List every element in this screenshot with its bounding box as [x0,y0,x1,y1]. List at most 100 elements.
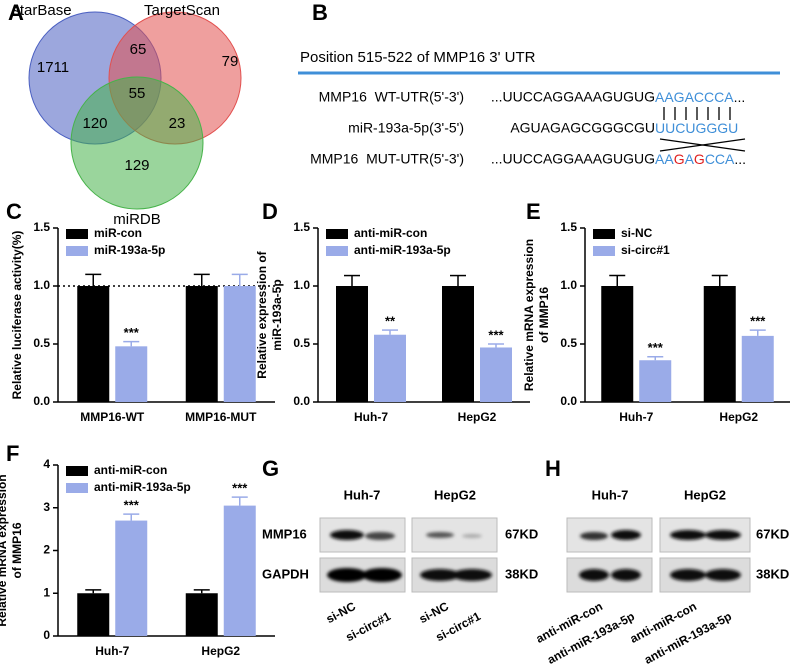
bar [601,286,634,402]
error-bar [382,329,398,335]
venn-count: 129 [124,157,149,174]
venn-set-label: starBase [12,2,71,19]
pairing-lines [659,107,746,152]
row-label: GAPDH [262,566,309,581]
cell-line-label: HepG2 [684,487,726,502]
legend-swatch [66,483,88,493]
panel-letter: D [262,199,278,224]
sequence-segment: ...UUCCAGGAAAGUGUG [491,151,655,167]
error-bar [193,273,210,286]
legend-label: anti-miR-con [94,463,167,477]
y-axis-label: Relative mRNA expression [522,239,536,391]
y-tick-label: 0.0 [560,394,577,408]
y-tick-label: 1.5 [560,220,577,234]
error-bar [488,343,504,348]
cell-line-label: Huh-7 [344,487,381,502]
blot-box [411,517,498,553]
blot-g: G [262,456,498,593]
size-label: 67KD [756,526,789,541]
y-tick-label: 1.0 [293,278,310,292]
y-tick-label: 0.5 [560,336,577,350]
sequence: AAGAGCCA... [655,151,746,167]
legend-label: si-NC [621,226,653,240]
legend-label: miR-193a-5p [94,243,165,257]
size-label: 38KD [505,566,538,581]
error-bar [123,513,140,521]
y-axis-label: Relative expression of [255,250,269,378]
size-label: 38KD [756,566,789,581]
bar [374,334,406,402]
sequence-segment: G [694,151,705,167]
bands [579,530,741,581]
legend-swatch [66,229,88,239]
bar [223,505,256,636]
panel-letter: B [312,0,328,25]
sequence-segment: AAGACCCA [655,89,734,105]
venn-circle [70,76,204,210]
lane-label: si-NC [324,599,359,626]
error-bar [85,589,102,594]
row-label: MMP16 MUT-UTR(5'-3') [310,151,464,167]
panel-letter: H [545,456,561,481]
x-tick-label: HepG2 [719,410,758,424]
blot-h: H [545,456,751,593]
significance: *** [750,314,766,329]
x-tick-label: MMP16-MUT [185,410,257,424]
legend-swatch [593,229,615,239]
y-tick-label: 2 [43,543,50,557]
bar [480,347,512,402]
y-axis-label: of MMP16 [10,522,24,578]
cell-line-label: Huh-7 [592,487,629,502]
venn-count: 120 [82,115,107,132]
y-tick-label: 1.5 [33,220,50,234]
y-tick-label: 1.5 [293,220,310,234]
venn-set-label: TargetScan [144,2,220,19]
sequence-segment: UUCUGGGU [655,120,738,136]
y-tick-label: 0.5 [293,336,310,350]
bar [115,520,148,636]
bar [185,286,218,402]
x-tick-label: Huh-7 [95,644,129,658]
bar [639,360,672,402]
sequence: AAGACCCA... [655,89,745,105]
error-bar [231,273,248,286]
legend-swatch [66,466,88,476]
bar [336,286,368,402]
legend-label: anti-miR-193a-5p [354,243,451,257]
sequence: UUCUGGGU [655,120,738,136]
bar [741,335,774,402]
sequence-segment: ...UUCCAGGAAAGUGUG [491,89,655,105]
panel-letter: A [8,0,24,25]
significance: *** [124,498,140,513]
significance: *** [488,327,504,342]
cell-line-label: HepG2 [434,487,476,502]
error-bar [711,274,728,286]
x-tick-label: Huh-7 [619,410,653,424]
x-tick-label: MMP16-WT [80,410,145,424]
bar [77,593,110,636]
row-label: miR-193a-5p(3'-5') [348,120,464,136]
venn-count: 79 [222,53,239,70]
panel-letter: G [262,456,279,481]
sequence-segment: ... [734,89,746,105]
venn-count: 65 [130,41,147,58]
error-bar [749,329,766,336]
bar [703,286,736,402]
bands [327,530,492,582]
error-bar [193,589,210,594]
bar [185,593,218,636]
bar [223,286,256,402]
error-bar [123,340,140,347]
sequence-segment: AA [655,151,674,167]
y-tick-label: 3 [43,500,50,514]
panel-letter: C [6,199,22,224]
venn-count: 55 [129,85,146,102]
panel-letter: F [6,441,19,466]
legend-label: miR-con [94,226,142,240]
error-bar [609,274,626,286]
size-label: 67KD [505,526,538,541]
legend-swatch [66,246,88,256]
significance: ** [385,314,396,329]
lane-label: si-NC [417,599,452,626]
